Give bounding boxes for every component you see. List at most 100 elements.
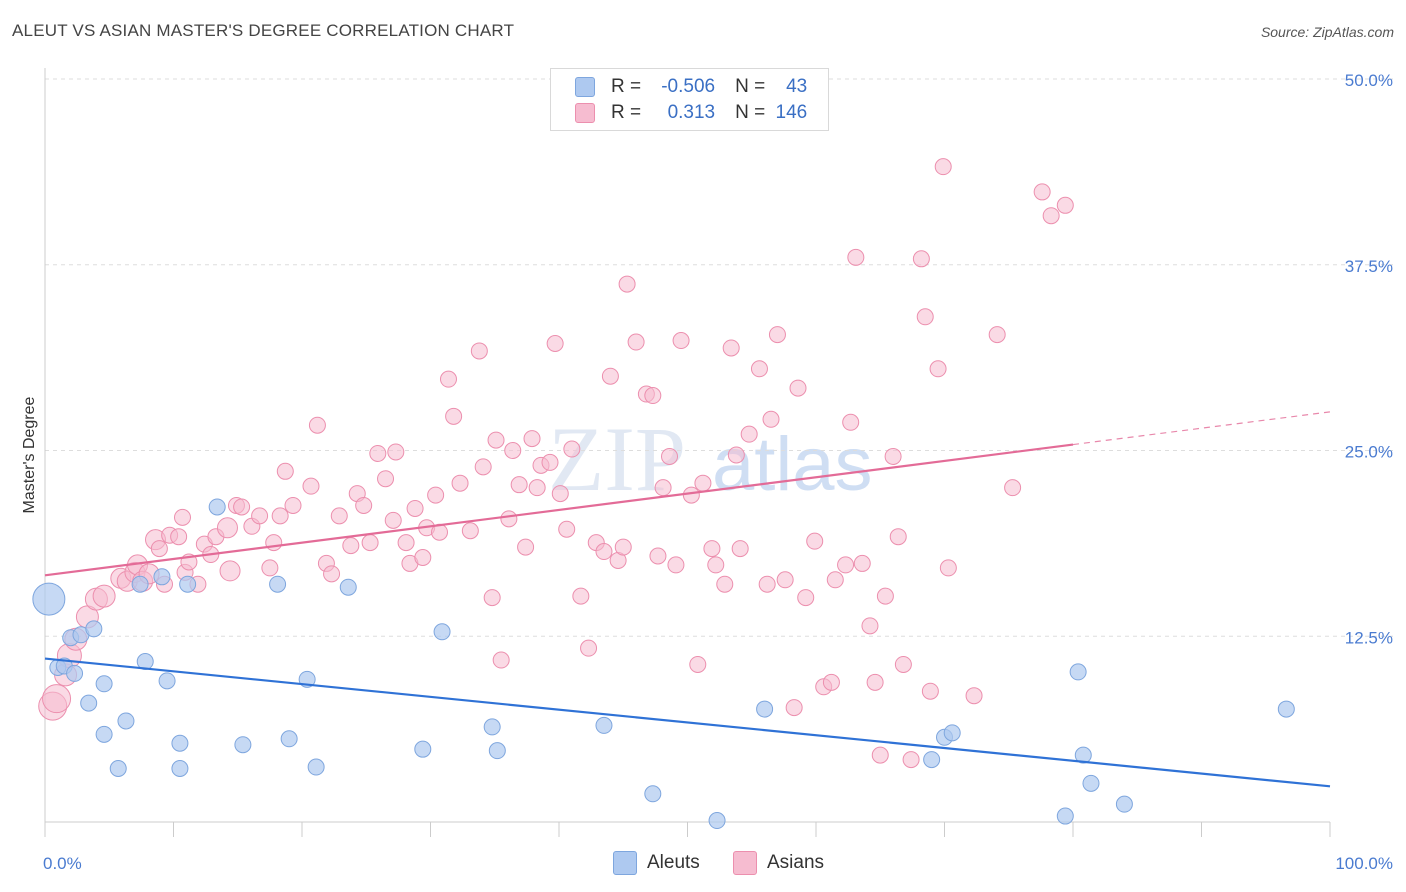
aleut-point: [1115, 795, 1133, 813]
asian-point: [627, 333, 645, 351]
asian-point: [661, 447, 679, 465]
asian-point: [884, 447, 902, 465]
asian-point: [1004, 479, 1022, 497]
asian-point: [439, 370, 457, 388]
y-tick-label: 37.5%: [1345, 257, 1393, 276]
aleut-point: [943, 724, 961, 742]
asian-point: [988, 326, 1006, 344]
asian-trend-extension: [1072, 411, 1331, 446]
asian-point: [216, 517, 238, 539]
asian-point: [871, 746, 889, 764]
aleut-point: [1069, 663, 1087, 681]
legend-row-aleuts: R = -0.506 N = 43: [575, 75, 807, 99]
x-tick-label-max: 100.0%: [1335, 854, 1393, 873]
aleut-point: [95, 725, 113, 743]
asian-point: [750, 360, 768, 378]
asian-point: [740, 425, 758, 443]
asian-point: [842, 413, 860, 431]
asian-point: [546, 335, 564, 353]
asian-point: [731, 540, 749, 558]
bottom-legend-aleuts: Aleuts: [613, 851, 700, 875]
asian-point: [716, 575, 734, 593]
asian-point: [861, 617, 879, 635]
asian-point: [776, 571, 794, 589]
asian-point: [876, 587, 894, 605]
asian-point: [355, 496, 373, 514]
asian-point: [902, 751, 920, 769]
asian-point: [601, 367, 619, 385]
asian-point: [580, 639, 598, 657]
asian-point: [614, 538, 632, 556]
asian-point: [276, 462, 294, 480]
legend-n-label: N =: [735, 102, 766, 123]
asian-point: [377, 470, 395, 488]
aleut-point: [756, 700, 774, 718]
asian-point: [271, 507, 289, 525]
aleut-point: [117, 712, 135, 730]
aleut-point: [80, 694, 98, 712]
aleut-point: [153, 568, 171, 586]
asian-point: [563, 440, 581, 458]
asian-point: [427, 486, 445, 504]
aleut-point: [488, 742, 506, 760]
source-label: Source: ZipAtlas.com: [1260, 24, 1394, 40]
aleut-point: [208, 498, 226, 516]
x-tick-label-min: 0.0%: [43, 854, 82, 873]
asians-n-value: 146: [775, 102, 808, 123]
asian-point: [916, 308, 934, 326]
legend-n-label: N =: [735, 76, 766, 97]
aleut-point: [85, 620, 103, 638]
asians-legend-swatch: [733, 851, 757, 875]
asian-point: [768, 326, 786, 344]
aleut-point: [595, 716, 613, 734]
asian-point: [504, 442, 522, 459]
aleut-point: [269, 575, 287, 593]
asian-point: [806, 532, 824, 550]
asian-point: [672, 332, 690, 350]
asian-point: [667, 556, 685, 574]
asian-point: [500, 510, 518, 528]
aleut-point: [1277, 700, 1295, 718]
asian-point: [451, 474, 469, 492]
aleut-point: [179, 575, 197, 593]
asian-point: [369, 444, 387, 462]
asian-point: [445, 407, 463, 425]
asian-point: [483, 589, 501, 607]
aleut-point: [131, 575, 149, 593]
aleut-point: [1074, 746, 1092, 764]
chart-title: ALEUT VS ASIAN MASTER'S DEGREE CORRELATI…: [12, 21, 515, 40]
aleut-point: [171, 760, 189, 778]
aleut-point: [234, 736, 252, 754]
asian-point: [1033, 183, 1051, 201]
asian-point: [762, 410, 780, 428]
aleut-point: [109, 760, 127, 778]
legend-row-asians: R = 0.313 N = 146: [575, 101, 807, 125]
watermark-atlas: atlas: [712, 422, 873, 507]
asian-point: [644, 387, 662, 405]
asian-point: [397, 534, 415, 552]
asian-point: [541, 453, 559, 471]
asian-point: [342, 537, 360, 555]
aleut-point: [339, 578, 357, 596]
aleuts-legend-swatch: [613, 851, 637, 875]
legend-r-label: R =: [611, 102, 642, 123]
asian-point: [837, 556, 855, 574]
aleut-point: [171, 734, 189, 752]
aleut-point: [644, 785, 662, 803]
aleut-point: [95, 675, 113, 693]
asian-point: [551, 485, 569, 503]
asian-point: [510, 476, 528, 494]
asian-point: [265, 534, 283, 552]
asian-point: [330, 507, 348, 525]
asian-point: [929, 360, 947, 378]
aleut-point: [483, 718, 501, 736]
asian-point: [523, 430, 541, 448]
aleuts-n-value: 43: [786, 76, 808, 97]
asian-point: [528, 479, 546, 497]
aleut-point: [708, 812, 726, 830]
asian-point: [474, 458, 492, 476]
asian-point: [406, 499, 424, 517]
legend-r-label: R =: [611, 76, 642, 97]
asian-point: [284, 496, 302, 514]
asian-point: [492, 651, 510, 669]
